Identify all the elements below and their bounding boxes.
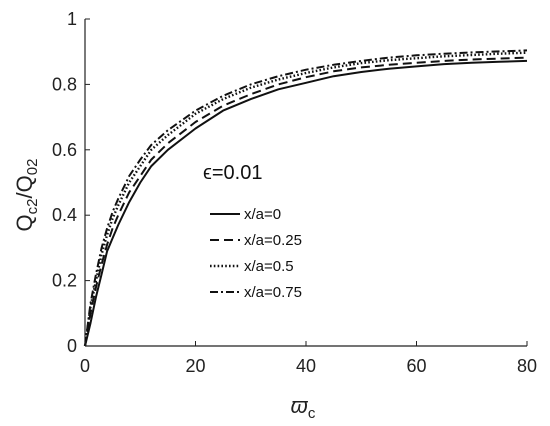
x-axis-label-sub: c (308, 405, 316, 422)
series-line-0 (84, 59, 528, 347)
epsilon-annotation: ϵ=0.01 (203, 162, 262, 184)
x-tick-label: 60 (406, 356, 426, 376)
x-tick-label: 20 (185, 356, 205, 376)
legend-label-3: x/a=0.75 (244, 284, 302, 301)
x-tick-label: 80 (517, 356, 537, 376)
x-axis-label: ϖc (291, 393, 316, 422)
series-line-3 (84, 49, 528, 347)
x-axis-label-main: ϖ (291, 393, 309, 418)
y-axis-label-q2sub: 02 (24, 159, 41, 176)
y-axis-label: Qc2/Q02 (12, 159, 41, 232)
legend: x/a=0 x/a=0.25 x/a=0.5 x/a=0.75 (210, 206, 302, 301)
y-axis-label-q2: Q (12, 175, 37, 192)
series-line-2 (83, 51, 528, 347)
y-tick-label: 0.4 (52, 205, 77, 225)
legend-label-2: x/a=0.5 (244, 258, 294, 275)
y-axis-label-slash: / (12, 191, 37, 198)
y-axis-label-q1: Q (12, 214, 37, 231)
y-tick-label: 1 (67, 9, 77, 29)
x-tick-label: 40 (296, 356, 316, 376)
series-layer (83, 49, 528, 347)
y-axis-label-q1sub: c2 (24, 198, 41, 214)
y-tick-label: 0.6 (52, 140, 77, 160)
series-line-1 (84, 56, 528, 347)
legend-label-0: x/a=0 (244, 206, 281, 223)
plot-area (84, 19, 527, 347)
y-tick-label: 0 (67, 336, 77, 356)
legend-label-1: x/a=0.25 (244, 232, 302, 249)
y-tick-label: 0.2 (52, 271, 77, 291)
x-tick-label: 0 (80, 356, 90, 376)
y-tick-label: 0.8 (52, 74, 77, 94)
ticks-layer: 0 20 40 60 80 0 0.2 0.4 0.6 0.8 1 (52, 9, 537, 376)
